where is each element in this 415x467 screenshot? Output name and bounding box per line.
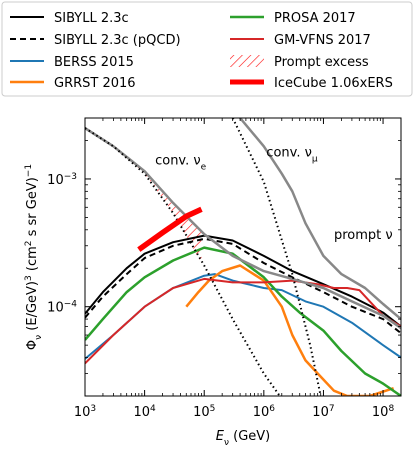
plot-background [85, 118, 401, 396]
annotation-0: conv. νe [155, 153, 207, 172]
legend-item: SIBYLL 2.3c (pQCD) [10, 33, 181, 48]
x-tick-label: 105 [193, 404, 215, 420]
series-icecube [137, 206, 203, 252]
series-conv_nue [85, 127, 282, 396]
series-sibyll [85, 234, 401, 328]
legend-label: SIBYLL 2.3c (pQCD) [54, 33, 181, 48]
y-tick-label: 10−4 [47, 300, 77, 316]
x-tick-label: 104 [133, 404, 156, 420]
series-conv_nue_sibyll [85, 127, 401, 330]
legend-label: BERSS 2015 [54, 55, 134, 70]
annotation-2: prompt ν [334, 228, 393, 243]
x-axis-label: Eν (GeV) [216, 429, 271, 448]
legend-item: BERSS 2015 [10, 55, 134, 70]
x-tick-label: 103 [74, 404, 96, 420]
legend-swatch [230, 55, 264, 67]
legend-item: GM-VFNS 2017 [230, 33, 371, 48]
legend: SIBYLL 2.3c SIBYLL 2.3c (pQCD) BERSS 2015 G… [1, 1, 413, 97]
x-tick-label: 107 [312, 404, 334, 420]
legend-label: GM-VFNS 2017 [274, 33, 371, 48]
series-prosa [85, 246, 401, 396]
x-tick-label: 108 [372, 404, 395, 420]
series-sibyll_pqcd [85, 237, 401, 334]
y-axis-label: Φν (E/GeV)3 (cm2 s sr GeV)−1 [24, 164, 44, 350]
series-conv_numu [231, 118, 322, 396]
legend-item: GRRST 2016 [10, 76, 136, 91]
legend-label: IceCube 1.06xERS [274, 76, 393, 91]
series-conv_numu_sibyll [239, 118, 401, 321]
legend-item: PROSA 2017 [230, 11, 356, 26]
legend-label: GRRST 2016 [54, 76, 136, 91]
annotation-1: conv. νμ [266, 145, 318, 164]
series-gmvfns [85, 277, 401, 365]
x-tick-label: 106 [253, 404, 276, 420]
legend-item: Prompt excess [230, 55, 369, 70]
legend-item: SIBYLL 2.3c [10, 11, 129, 26]
plot-frame [84, 117, 402, 397]
legend-item: IceCube 1.06xERS [230, 76, 393, 91]
plot-area: 103 104 105 106 107 108 10−3 10−4 conv. νe conv.… [47, 117, 402, 420]
legend-label: PROSA 2017 [274, 11, 356, 26]
legend-label: SIBYLL 2.3c [54, 11, 129, 26]
legend-label: Prompt excess [274, 55, 369, 70]
legend-frame [1, 1, 413, 97]
y-tick-label: 10−3 [47, 172, 77, 188]
